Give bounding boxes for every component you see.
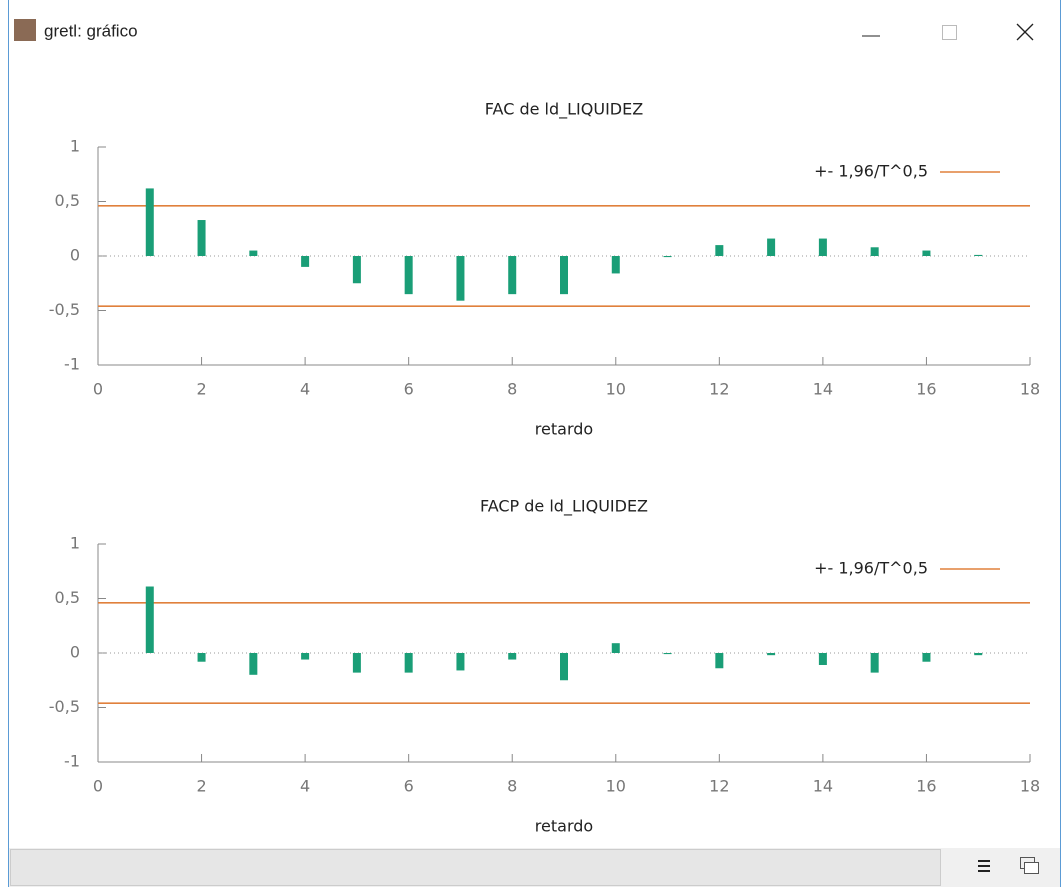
x-tick-label: 8: [507, 380, 517, 399]
bar: [353, 256, 361, 283]
y-tick-label: 0: [70, 643, 80, 662]
chart-title: FAC de ld_LIQUIDEZ: [485, 100, 643, 120]
bar: [767, 239, 775, 256]
bar: [819, 239, 827, 256]
x-tick-label: 2: [196, 777, 206, 796]
bar: [456, 653, 464, 670]
bar: [871, 653, 879, 673]
x-tick-label: 4: [300, 380, 310, 399]
bar: [922, 653, 930, 662]
bar: [974, 255, 982, 256]
legend-label: +- 1,96/T^0,5: [814, 162, 928, 181]
bar: [664, 256, 672, 257]
menu-button[interactable]: [978, 860, 990, 872]
x-tick-label: 0: [93, 380, 103, 399]
x-tick-label: 10: [606, 380, 626, 399]
y-tick-label: -0,5: [49, 300, 80, 319]
bar: [405, 256, 413, 294]
bar: [922, 251, 930, 256]
x-axis-label: retardo: [535, 817, 593, 836]
y-tick-label: 1: [70, 534, 80, 553]
x-tick-label: 12: [709, 380, 729, 399]
bar: [664, 653, 672, 654]
x-tick-label: 10: [606, 777, 626, 796]
bar: [715, 245, 723, 256]
y-tick-label: -1: [64, 355, 80, 374]
bar: [871, 247, 879, 256]
bar: [301, 256, 309, 267]
bar: [560, 256, 568, 294]
bar: [508, 256, 516, 294]
bar: [198, 653, 206, 662]
x-tick-label: 18: [1020, 380, 1040, 399]
x-tick-label: 6: [404, 777, 414, 796]
bar: [249, 653, 257, 675]
x-tick-label: 16: [916, 380, 936, 399]
bar: [715, 653, 723, 668]
bar: [819, 653, 827, 665]
bar: [456, 256, 464, 301]
bar: [405, 653, 413, 673]
x-tick-label: 8: [507, 777, 517, 796]
y-tick-label: 0: [70, 246, 80, 265]
x-tick-label: 4: [300, 777, 310, 796]
x-tick-label: 14: [813, 380, 833, 399]
bar: [249, 251, 257, 256]
y-tick-label: 0,5: [55, 191, 80, 210]
window-title: gretl: gráfico: [44, 21, 138, 40]
bar: [353, 653, 361, 673]
bar: [560, 653, 568, 680]
bar: [301, 653, 309, 660]
x-tick-label: 16: [916, 777, 936, 796]
y-tick-label: 0,5: [55, 588, 80, 607]
x-axis-label: retardo: [535, 420, 593, 439]
x-tick-label: 14: [813, 777, 833, 796]
app-icon: [14, 19, 36, 41]
bar: [146, 587, 154, 653]
legend-label: +- 1,96/T^0,5: [814, 559, 928, 578]
y-tick-label: 1: [70, 137, 80, 156]
window-bg: [0, 0, 1062, 887]
bar: [146, 188, 154, 256]
y-tick-label: -0,5: [49, 697, 80, 716]
status-field[interactable]: [11, 850, 941, 886]
y-tick-label: -1: [64, 752, 80, 771]
bar: [198, 220, 206, 256]
x-tick-label: 12: [709, 777, 729, 796]
bar: [767, 653, 775, 655]
x-tick-label: 18: [1020, 777, 1040, 796]
x-tick-label: 6: [404, 380, 414, 399]
window: gretl: gráfico FAC de ld_LIQUIDEZ -1 -0,5 0…: [0, 0, 1062, 887]
bar: [508, 653, 516, 660]
chart-title: FACP de ld_LIQUIDEZ: [480, 497, 648, 517]
x-tick-label: 0: [93, 777, 103, 796]
x-tick-label: 2: [196, 380, 206, 399]
bar: [612, 256, 620, 273]
bar: [612, 643, 620, 653]
bar: [974, 653, 982, 655]
